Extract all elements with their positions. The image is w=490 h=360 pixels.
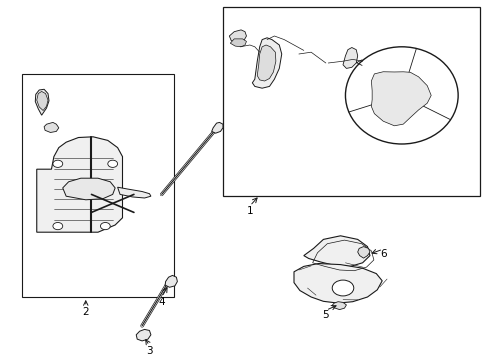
Polygon shape bbox=[230, 39, 246, 47]
Polygon shape bbox=[35, 89, 49, 115]
Text: 3: 3 bbox=[146, 346, 153, 356]
Polygon shape bbox=[343, 48, 358, 68]
Circle shape bbox=[53, 160, 63, 167]
Text: 1: 1 bbox=[246, 206, 253, 216]
Circle shape bbox=[53, 222, 63, 230]
Polygon shape bbox=[257, 45, 276, 81]
Polygon shape bbox=[371, 72, 431, 126]
Polygon shape bbox=[136, 329, 151, 341]
Text: 6: 6 bbox=[380, 249, 387, 259]
Polygon shape bbox=[358, 247, 370, 258]
Polygon shape bbox=[118, 187, 151, 198]
Polygon shape bbox=[304, 236, 370, 266]
Polygon shape bbox=[294, 264, 382, 303]
Text: 5: 5 bbox=[322, 310, 329, 320]
Circle shape bbox=[332, 280, 354, 296]
Polygon shape bbox=[37, 91, 48, 111]
Bar bbox=[223, 7, 480, 196]
Circle shape bbox=[100, 222, 110, 230]
Circle shape bbox=[108, 160, 118, 167]
Polygon shape bbox=[63, 178, 115, 200]
Bar bbox=[22, 74, 174, 297]
Polygon shape bbox=[44, 122, 59, 132]
Text: 4: 4 bbox=[158, 297, 165, 307]
Polygon shape bbox=[332, 302, 346, 310]
Polygon shape bbox=[212, 122, 223, 133]
Polygon shape bbox=[37, 137, 122, 232]
Polygon shape bbox=[252, 38, 282, 88]
Polygon shape bbox=[165, 275, 177, 287]
Text: 2: 2 bbox=[82, 307, 89, 317]
Polygon shape bbox=[229, 30, 246, 42]
